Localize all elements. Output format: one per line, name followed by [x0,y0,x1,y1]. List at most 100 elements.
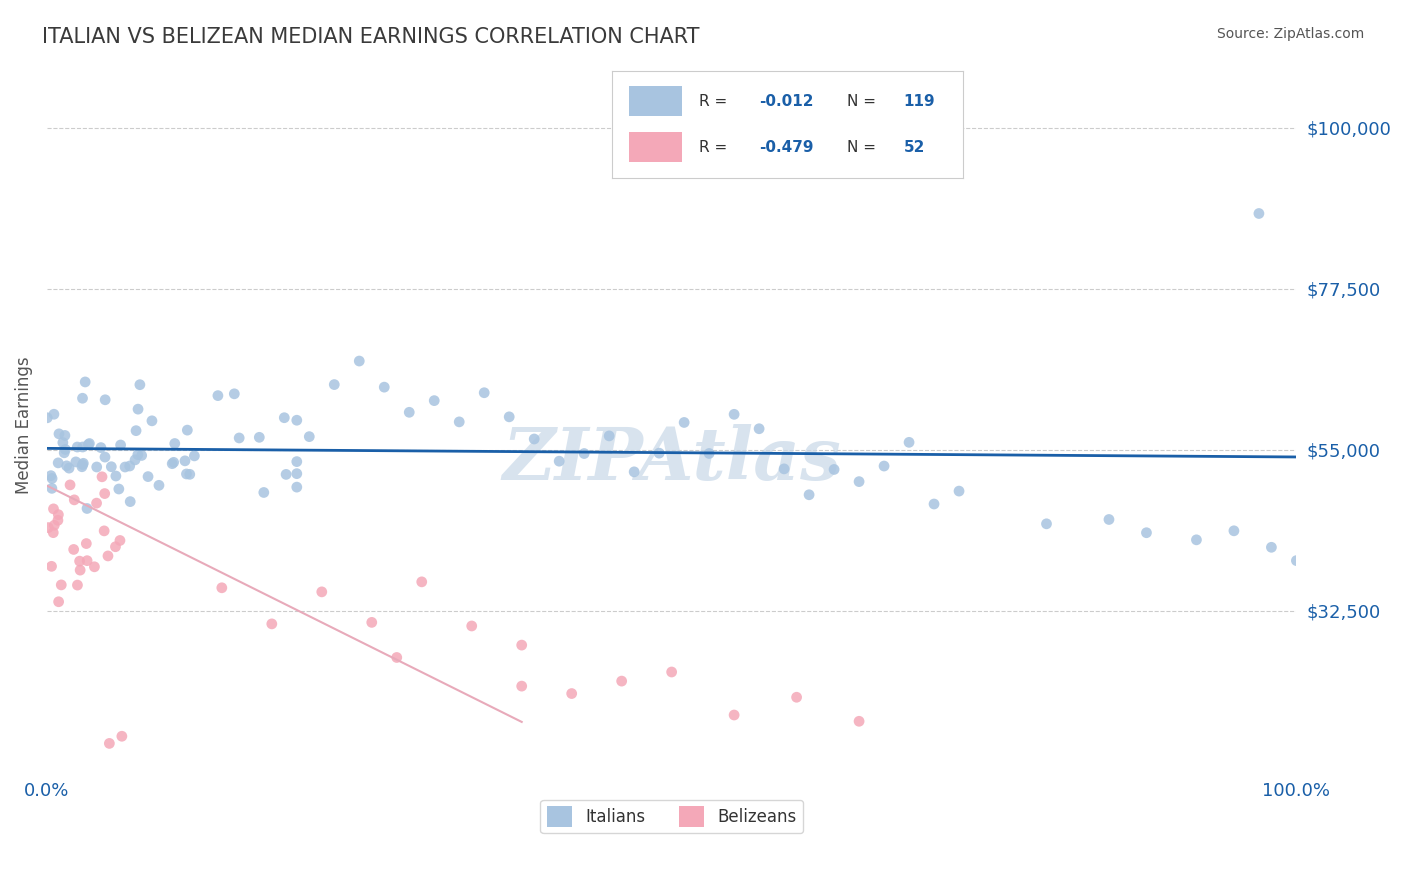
Text: R =: R = [700,140,733,155]
Point [63,492,86,507]
Point [83,559,105,574]
Text: N =: N = [848,140,882,155]
FancyBboxPatch shape [630,132,682,162]
Point [176,467,198,481]
Point [224,386,246,401]
Point [561,687,583,701]
Point [948,484,970,499]
Point [94,450,117,464]
Point [104,469,127,483]
Point [160,457,183,471]
Point [163,436,186,450]
Point [1247,206,1270,220]
Point [86,496,108,510]
Point [46,456,69,470]
Point [44,518,66,533]
Point [48,595,70,609]
Point [120,494,142,508]
Point [598,429,620,443]
Point [41,481,63,495]
Point [76,501,98,516]
Point [86,460,108,475]
Point [472,385,495,400]
Point [360,615,382,630]
Point [253,485,276,500]
Point [411,574,433,589]
Point [69,554,91,568]
Point [90,441,112,455]
Point [93,524,115,538]
Point [41,559,63,574]
Point [273,410,295,425]
Point [786,690,808,705]
Point [848,714,870,729]
Point [848,475,870,489]
Point [55,458,77,473]
Point [449,415,471,429]
Point [1098,512,1121,526]
Point [127,448,149,462]
Point [207,389,229,403]
Point [898,435,921,450]
Point [548,454,571,468]
Point [72,391,94,405]
Point [110,438,132,452]
Point [41,471,63,485]
Point [66,440,89,454]
Text: ITALIAN VS BELIZEAN MEDIAN EARNINGS CORRELATION CHART: ITALIAN VS BELIZEAN MEDIAN EARNINGS CORR… [42,27,700,46]
Point [823,462,845,476]
Point [285,467,308,481]
Point [797,488,820,502]
Point [108,533,131,548]
Point [228,431,250,445]
Text: ZIPAtlas: ZIPAtlas [502,424,841,495]
Point [461,619,484,633]
Point [623,465,645,479]
Point [37,520,59,534]
Text: 52: 52 [904,140,925,155]
Point [77,437,100,451]
Point [510,638,533,652]
Point [1285,553,1308,567]
Point [697,446,720,460]
Point [922,497,945,511]
Text: R =: R = [700,94,733,109]
Point [53,446,76,460]
Point [498,409,520,424]
Point [59,478,82,492]
Point [349,354,371,368]
Point [100,459,122,474]
Point [1260,541,1282,555]
Point [118,458,141,473]
Point [72,458,94,472]
Point [661,665,683,679]
Point [48,426,70,441]
Point [773,462,796,476]
Point [76,554,98,568]
Point [131,449,153,463]
Point [53,428,76,442]
Point [79,436,101,450]
FancyBboxPatch shape [630,87,682,116]
Point [128,377,150,392]
Point [125,424,148,438]
Point [311,585,333,599]
Y-axis label: Median Earnings: Median Earnings [15,356,32,493]
Point [58,461,80,475]
Point [55,442,77,457]
Point [873,458,896,473]
Point [69,563,91,577]
Point [1223,524,1246,538]
Point [673,416,696,430]
Point [323,377,346,392]
Point [610,674,633,689]
Point [1035,516,1057,531]
Point [75,375,97,389]
Point [111,729,134,743]
Point [70,459,93,474]
Text: -0.012: -0.012 [759,94,814,109]
Point [37,410,59,425]
Point [247,430,270,444]
Point [148,478,170,492]
Point [285,413,308,427]
